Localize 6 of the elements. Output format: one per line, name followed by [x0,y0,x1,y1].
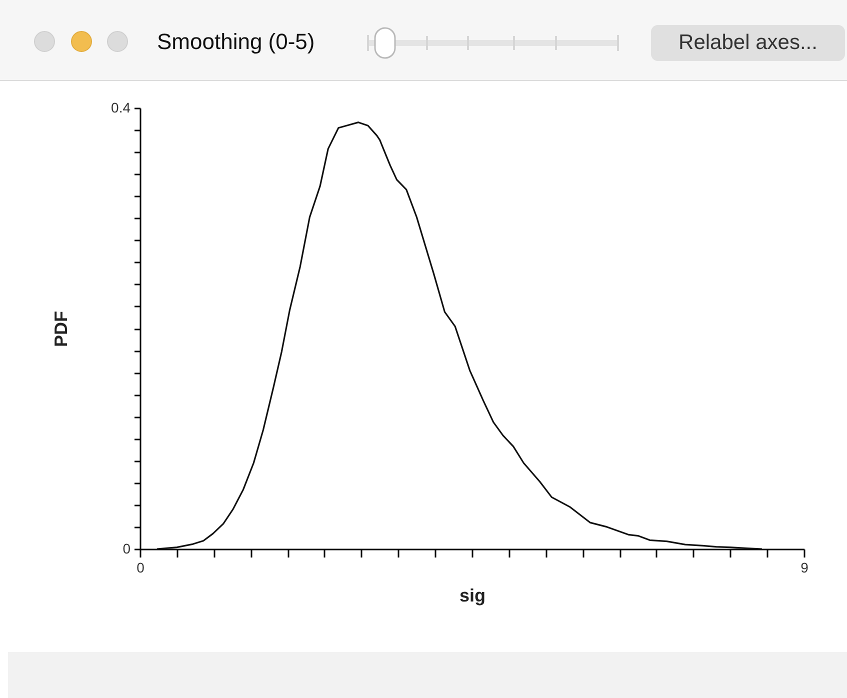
y-tick-label: 0.4 [111,100,131,116]
x-tick-label: 9 [800,560,809,576]
x-axis-title: sig [459,586,486,606]
button: Relabel axes... [651,25,845,61]
text: Smoothing (0-5) [157,29,315,55]
y-axis-title: PDF [51,310,72,347]
